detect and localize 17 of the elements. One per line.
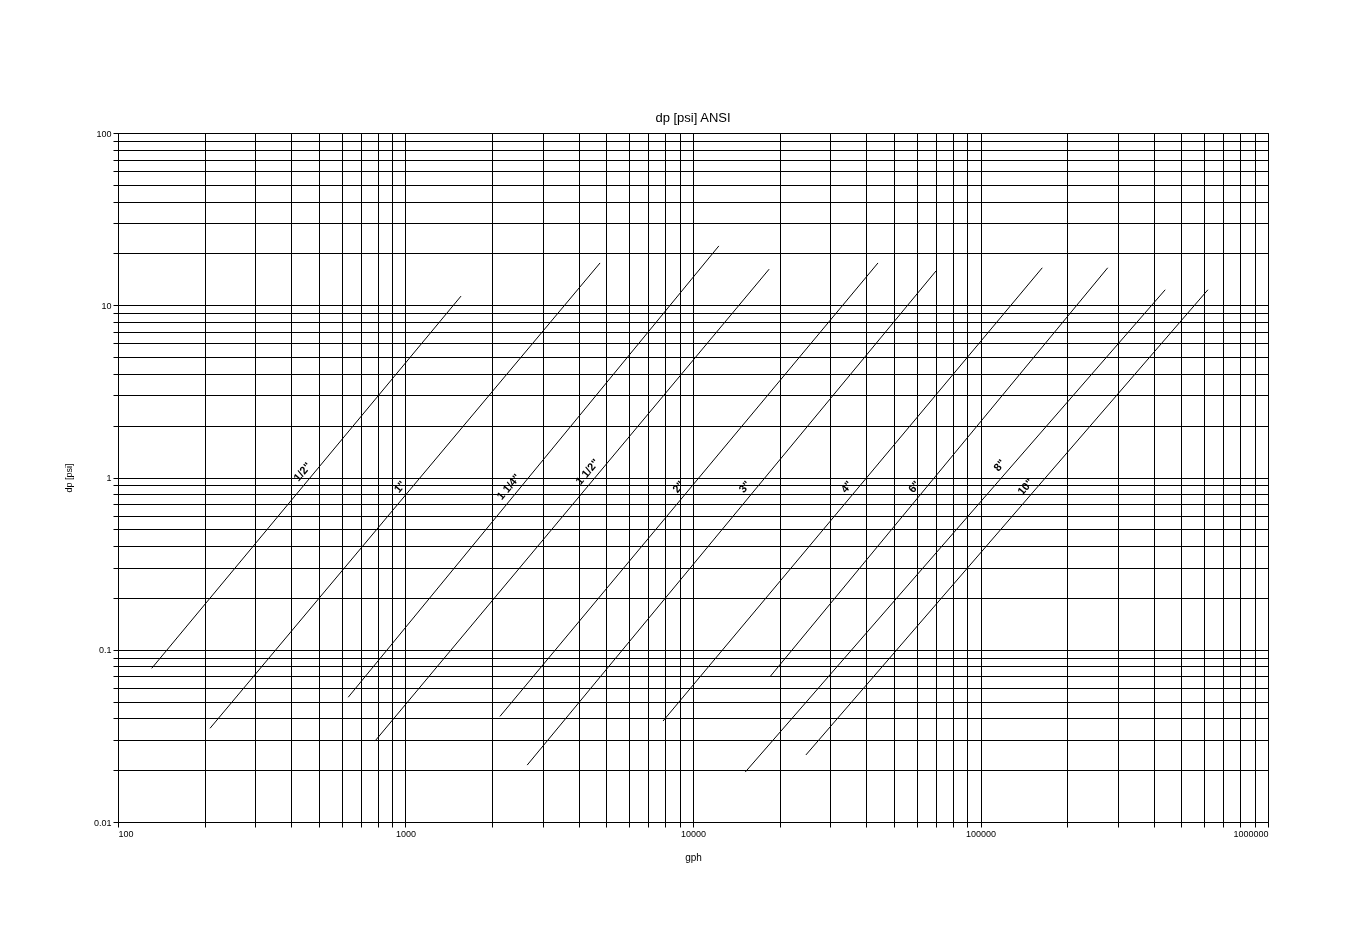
annotation: 8" bbox=[990, 456, 1008, 474]
annotation: 3" bbox=[736, 478, 753, 495]
annotation: 1" bbox=[391, 478, 408, 495]
y-tick-label: 0.1 bbox=[98, 645, 112, 656]
x-tick-label: 100 bbox=[118, 828, 134, 839]
x-tick-label: 1000 bbox=[395, 828, 417, 839]
y-axis-title: dp [psi] bbox=[63, 463, 74, 493]
y-tick-label: 100 bbox=[96, 128, 112, 139]
y-tick-label: 0.01 bbox=[93, 817, 112, 828]
y-tick-label: 10 bbox=[101, 300, 112, 311]
chart-title: dp [psi] ANSI bbox=[655, 110, 731, 125]
x-tick-label: 100000 bbox=[965, 828, 997, 839]
y-tick-label: 1 bbox=[106, 473, 112, 483]
x-tick-label: 10000 bbox=[680, 828, 707, 839]
x-tick-label: 1000000 bbox=[1233, 828, 1269, 839]
x-axis-title: gph bbox=[685, 851, 702, 863]
annotation: 4" bbox=[838, 478, 855, 495]
